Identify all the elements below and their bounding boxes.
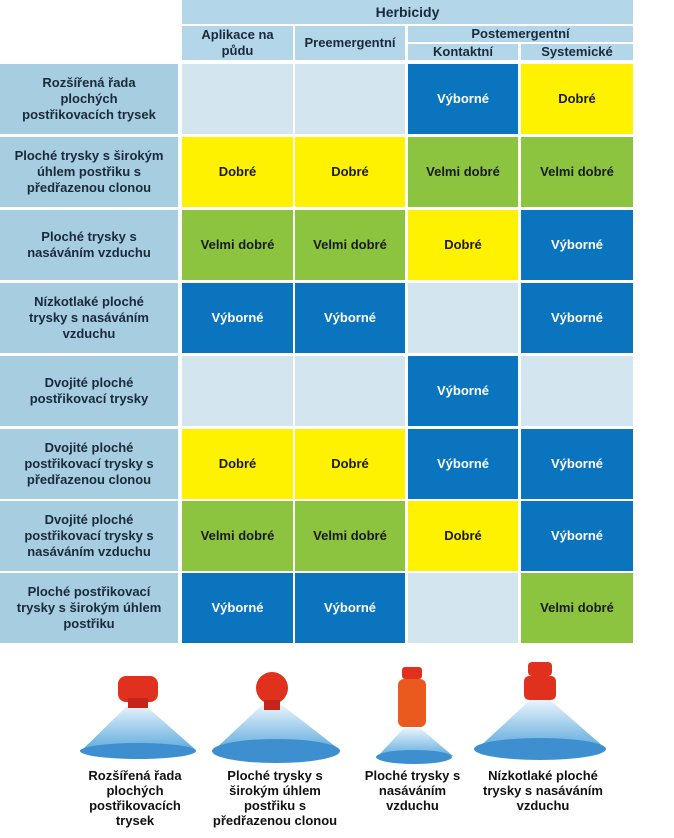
rating-cell: Velmi dobré: [408, 137, 518, 207]
rating-cell: Velmi dobré: [295, 210, 405, 280]
empty-cell: [408, 573, 518, 643]
rating-cell: Výborné: [408, 429, 518, 499]
rating-cell: Dobré: [295, 429, 405, 499]
rating-cell: Velmi dobré: [182, 210, 293, 280]
sub-column-header: Kontaktní: [408, 44, 518, 60]
row-label: Ploché trysky s nasáváním vzduchu: [0, 210, 178, 280]
rating-cell: Dobré: [182, 137, 293, 207]
row-label: Rozšířená řada plochých postřikovacích t…: [0, 64, 178, 134]
nozzle-caption: Ploché trysky s nasáváním vzduchu: [364, 768, 461, 813]
rating-cell: Výborné: [521, 501, 633, 571]
row-label: Nízkotlaké ploché trysky s nasáváním vzd…: [0, 283, 178, 353]
rating-cell: Výborné: [521, 210, 633, 280]
rating-cell: Dobré: [182, 429, 293, 499]
sub-column-header: Systemické: [521, 44, 633, 60]
rating-cell: Výborné: [295, 283, 405, 353]
empty-cell: [182, 64, 293, 134]
rating-cell: Výborné: [182, 573, 293, 643]
nozzle-caption: Nízkotlaké ploché trysky s nasáváním vzd…: [483, 768, 603, 813]
rating-cell: Výborné: [408, 64, 518, 134]
nozzle-caption: Rozšířená řada plochých postřikovacích t…: [88, 768, 182, 828]
column-header: Preemergentní: [295, 26, 405, 60]
rating-cell: Výborné: [521, 429, 633, 499]
rating-cell: Výborné: [295, 573, 405, 643]
empty-cell: [182, 356, 293, 426]
rating-cell: Velmi dobré: [521, 573, 633, 643]
rating-cell: Výborné: [408, 356, 518, 426]
rating-cell: Výborné: [521, 283, 633, 353]
rating-cell: Dobré: [295, 137, 405, 207]
row-label: Dvojité ploché postřikovací trysky s pře…: [0, 429, 178, 499]
column-header: Aplikace na půdu: [182, 26, 293, 60]
empty-cell: [295, 64, 405, 134]
rating-cell: Dobré: [521, 64, 633, 134]
nozzle-1: [80, 676, 196, 759]
nozzle-4: [474, 662, 606, 760]
empty-cell: [295, 356, 405, 426]
row-label: Dvojité ploché postřikovací trysky: [0, 356, 178, 426]
rating-cell: Dobré: [408, 210, 518, 280]
row-label: Ploché trysky s širokým úhlem postřiku s…: [0, 137, 178, 207]
rating-cell: Velmi dobré: [182, 501, 293, 571]
rating-cell: Velmi dobré: [295, 501, 405, 571]
rating-cell: Velmi dobré: [521, 137, 633, 207]
nozzle-3: [376, 667, 453, 764]
rating-cell: Výborné: [182, 283, 293, 353]
empty-cell: [521, 356, 633, 426]
row-label: Ploché postřikovací trysky s širokým úhl…: [0, 573, 178, 643]
rating-cell: Dobré: [408, 501, 518, 571]
nozzle-2: [212, 672, 340, 763]
empty-cell: [408, 283, 518, 353]
row-label: Dvojité ploché postřikovací trysky s nas…: [0, 501, 178, 571]
nozzle-caption: Ploché trysky s širokým úhlem postřiku s…: [212, 768, 338, 828]
column-header: Postemergentní: [408, 26, 633, 42]
group-header: Herbicidy: [182, 0, 633, 24]
